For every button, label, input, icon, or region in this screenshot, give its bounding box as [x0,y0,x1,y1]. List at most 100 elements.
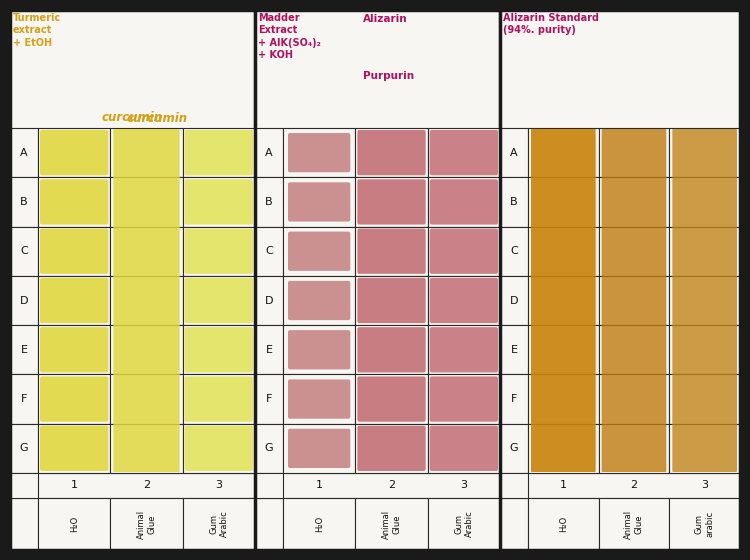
Bar [500,10,740,550]
Bar [500,128,528,178]
Bar [356,227,428,276]
Bar [110,325,183,375]
Bar [183,375,255,424]
Bar [500,473,528,498]
Bar [669,375,740,424]
FancyBboxPatch shape [430,376,498,422]
FancyBboxPatch shape [357,278,426,323]
Text: F: F [511,394,518,404]
Text: A: A [266,148,273,158]
FancyBboxPatch shape [40,228,108,274]
Bar [10,375,38,424]
FancyBboxPatch shape [430,179,498,225]
Text: E: E [20,345,28,355]
Bar [427,276,500,325]
Text: Alizarin Standard
(94%. purity): Alizarin Standard (94%. purity) [503,13,599,35]
FancyBboxPatch shape [184,327,253,372]
Bar [283,325,356,375]
FancyBboxPatch shape [430,327,498,372]
Text: 2: 2 [143,480,150,491]
Text: 1: 1 [560,480,567,491]
Bar [356,178,428,227]
Bar [427,375,500,424]
Bar [283,424,356,473]
Bar [38,325,110,375]
Bar [500,178,528,227]
Bar [10,473,38,498]
Text: 3: 3 [460,480,467,491]
Bar [356,498,428,550]
Text: Madder
Extract
+ AlK(SO₄)₂
+ KOH: Madder Extract + AlK(SO₄)₂ + KOH [258,13,321,60]
Bar [669,227,740,276]
Bar [110,227,183,276]
FancyBboxPatch shape [430,130,498,175]
Bar [598,375,669,424]
FancyBboxPatch shape [430,426,498,471]
Bar [38,178,110,227]
Bar [356,424,428,473]
Bar [183,325,255,375]
Bar [283,498,356,550]
Text: 3: 3 [215,480,222,491]
Text: B: B [266,197,273,207]
Text: Animal
Glue: Animal Glue [624,510,644,539]
Bar [110,498,183,550]
Bar [10,128,38,178]
Bar [500,473,740,498]
Bar [669,178,740,227]
Bar [255,498,283,550]
FancyBboxPatch shape [288,281,350,320]
Bar [356,276,428,325]
Bar [183,178,255,227]
Bar [255,128,283,178]
FancyBboxPatch shape [357,426,426,471]
FancyBboxPatch shape [430,228,498,274]
Text: C: C [266,246,273,256]
Bar [255,375,283,424]
FancyBboxPatch shape [184,228,253,274]
Bar [255,473,283,498]
FancyBboxPatch shape [288,380,350,419]
Bar [38,498,110,550]
Bar [356,375,428,424]
Bar [598,498,669,550]
Bar [427,128,500,178]
Bar [598,424,669,473]
Text: B: B [20,197,28,207]
Text: 2: 2 [388,480,395,491]
Bar [500,498,528,550]
FancyBboxPatch shape [357,376,426,422]
Bar [255,473,500,498]
Text: Animal
Glue: Animal Glue [382,510,401,539]
Text: F: F [21,394,27,404]
Bar [669,498,740,550]
FancyBboxPatch shape [357,130,426,175]
FancyBboxPatch shape [40,426,108,471]
FancyBboxPatch shape [184,426,253,471]
Text: Gum
Arabic: Gum Arabic [209,511,229,538]
Bar [183,424,255,473]
Text: 3: 3 [701,480,708,491]
Bar [38,424,110,473]
Bar [10,498,38,550]
Bar [283,375,356,424]
Text: F: F [266,394,272,404]
Bar [500,276,528,325]
FancyBboxPatch shape [184,278,253,323]
Bar [528,325,598,375]
Text: D: D [265,296,273,306]
Text: A: A [20,148,28,158]
FancyBboxPatch shape [288,429,350,468]
Text: Alizarin: Alizarin [363,14,408,24]
Text: H₂O: H₂O [559,516,568,532]
Bar [500,424,528,473]
Bar [427,227,500,276]
Bar [528,128,598,178]
Bar [255,276,283,325]
FancyBboxPatch shape [357,179,426,225]
Bar [528,424,598,473]
Bar [183,276,255,325]
Bar [598,325,669,375]
Text: G: G [265,444,273,454]
FancyBboxPatch shape [430,278,498,323]
